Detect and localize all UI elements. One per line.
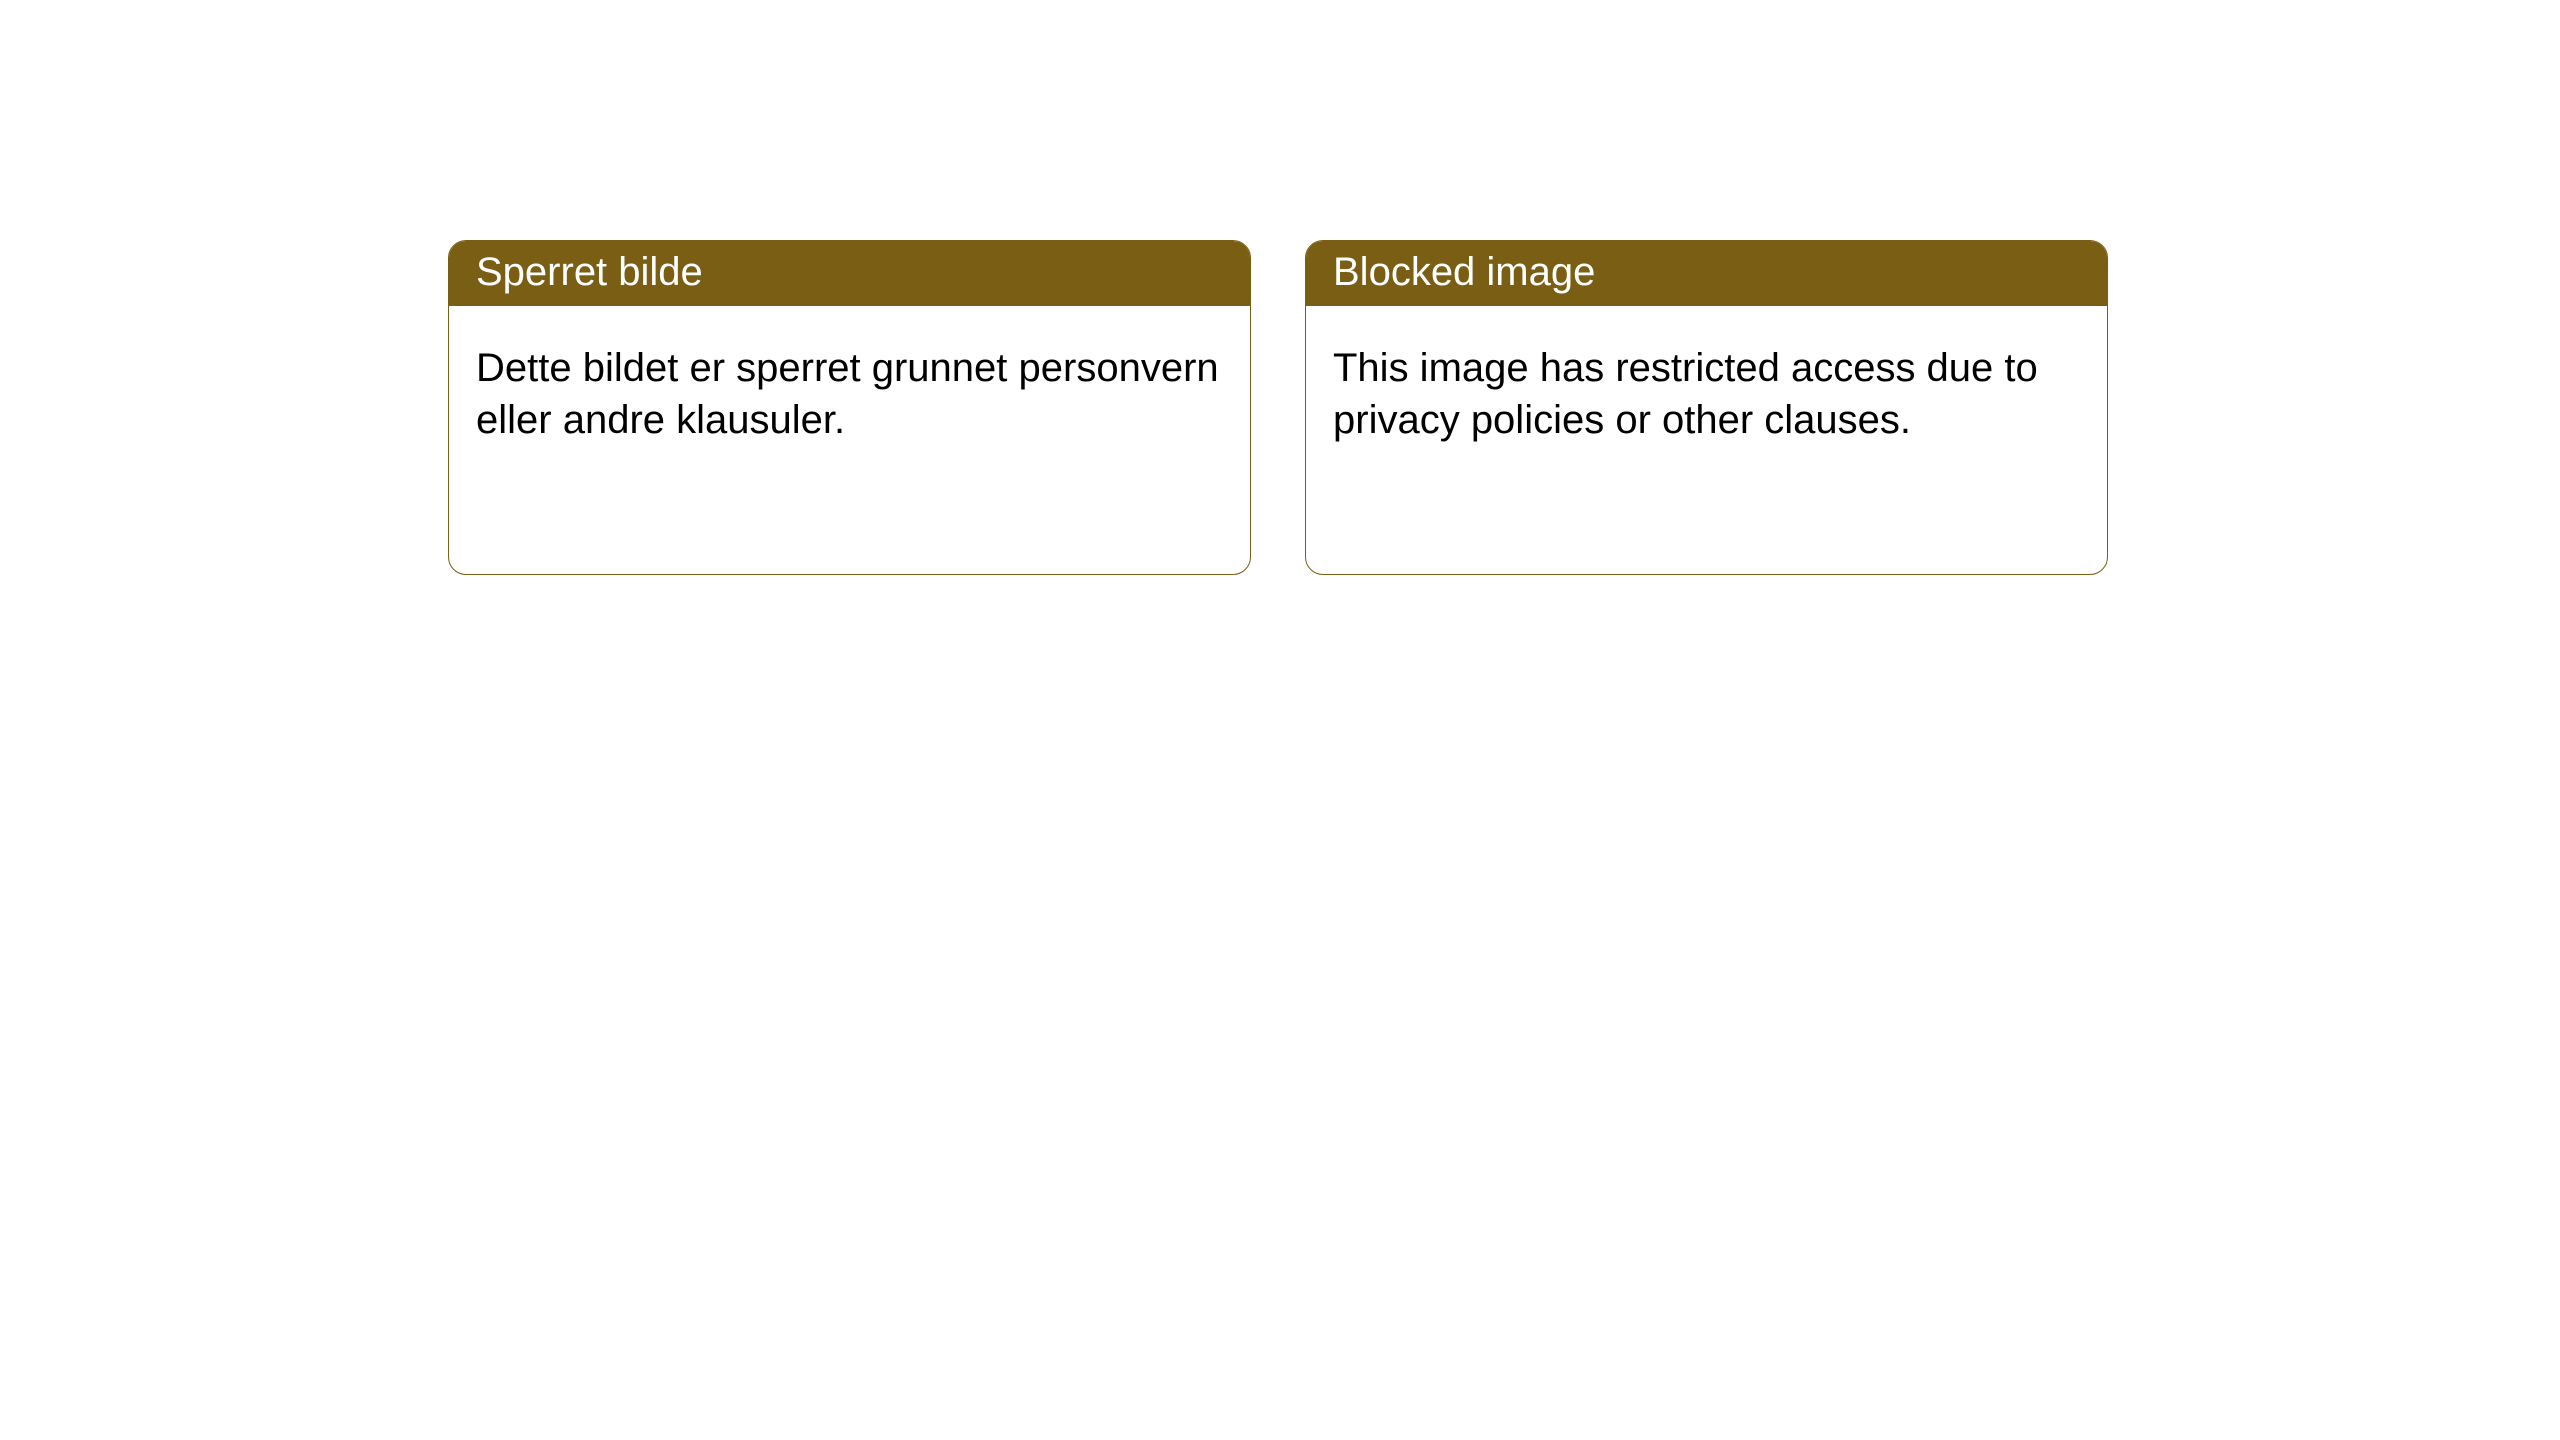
blocked-image-card-norwegian: Sperret bilde Dette bildet er sperret gr… (448, 240, 1251, 575)
card-body-norwegian: Dette bildet er sperret grunnet personve… (449, 306, 1250, 473)
card-header-english: Blocked image (1306, 241, 2107, 306)
card-text: This image has restricted access due to … (1333, 346, 2038, 442)
card-title: Blocked image (1333, 250, 1595, 294)
card-title: Sperret bilde (476, 250, 703, 294)
card-body-english: This image has restricted access due to … (1306, 306, 2107, 473)
notice-cards-container: Sperret bilde Dette bildet er sperret gr… (448, 240, 2108, 575)
blocked-image-card-english: Blocked image This image has restricted … (1305, 240, 2108, 575)
card-header-norwegian: Sperret bilde (449, 241, 1250, 306)
card-text: Dette bildet er sperret grunnet personve… (476, 346, 1219, 442)
